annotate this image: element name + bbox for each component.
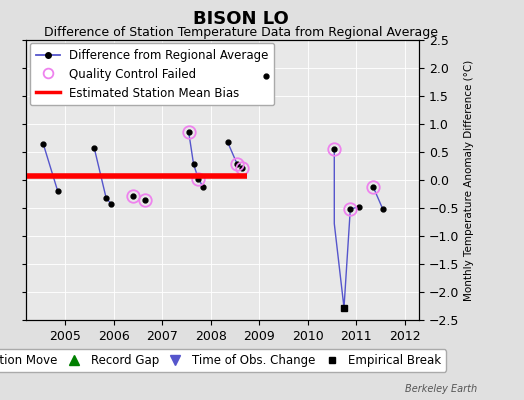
Text: Difference of Station Temperature Data from Regional Average: Difference of Station Temperature Data f… [44, 26, 438, 39]
Y-axis label: Monthly Temperature Anomaly Difference (°C): Monthly Temperature Anomaly Difference (… [464, 59, 474, 301]
Text: BISON LO: BISON LO [193, 10, 289, 28]
Text: Berkeley Earth: Berkeley Earth [405, 384, 477, 394]
Legend: Station Move, Record Gap, Time of Obs. Change, Empirical Break: Station Move, Record Gap, Time of Obs. C… [0, 349, 446, 372]
